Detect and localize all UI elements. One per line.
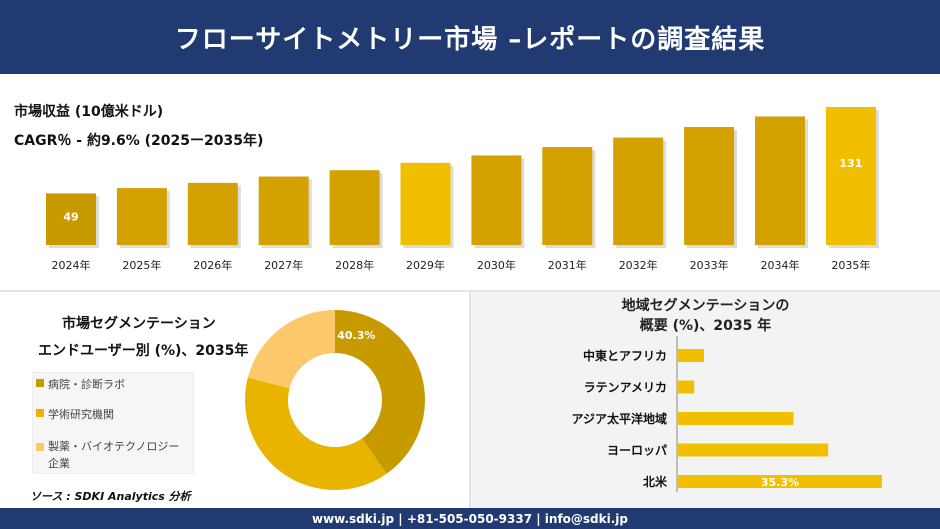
revenue-data-label: 131 [839,157,862,170]
regional-title: 地域セグメンテーションの 概要 (%)、2035 年 [471,296,940,336]
legend-swatch-hospitals [36,379,44,387]
report-header: フローサイトメトリー市場 –レポートの調査結果 [0,0,940,74]
region-data-label: 35.3% [761,476,799,489]
region-bar [678,443,829,457]
legend-item-academic: 学術研究機関 [36,406,114,422]
revenue-bar [755,116,805,245]
revenue-bar [613,137,664,245]
regional-segmentation-panel [471,292,940,508]
legend-label: 製薬・バイオテクノロジー企業 [48,440,180,470]
year-tick-label: 2027年 [264,258,303,272]
region-bar [678,475,882,488]
donut-data-label: 40.3% [337,329,375,342]
legend-swatch-pharma [36,443,44,451]
revenue-bar [258,176,309,245]
segmentation-title-line1: 市場セグメンテーション [62,316,216,332]
region-tick-label: ヨーロッパ [607,444,667,458]
donut-slice [247,310,335,389]
year-tick-label: 2026年 [193,258,232,272]
year-tick-label: 2025年 [122,258,161,272]
donut-legend [32,372,194,474]
year-tick-label: 2033年 [690,258,729,272]
region-tick-label: ラテンアメリカ [584,381,667,395]
year-tick-label: 2028年 [335,258,374,272]
year-tick-label: 2030年 [477,258,516,272]
region-tick-label: 中東とアフリカ [583,348,667,363]
year-tick-label: 2032年 [619,258,658,272]
legend-swatch-academic [36,409,44,417]
region-bar [678,380,695,394]
revenue-bar [471,155,522,245]
revenue-bar [684,127,735,245]
region-bar [678,412,794,425]
revenue-bar [116,188,167,245]
footer-contact: www.sdki.jp | +81-505-050-9337 | info@sd… [0,508,940,529]
revenue-bar [825,107,876,245]
year-tick-label: 2031年 [548,258,587,272]
regional-title-line1: 地域セグメンテーションの [621,298,790,314]
year-tick-label: 2024年 [52,258,91,272]
revenue-bar [329,170,380,245]
revenue-data-label: 49 [63,210,78,223]
region-tick-label: 北米 [643,474,668,489]
revenue-bar [46,193,96,245]
enduser-donut-chart: 40.3% [245,310,426,490]
legend-label: 病院・診断ラボ [48,378,125,391]
revenue-bar-chart: 2024年 49 2025年 2026年 2027年 2028年 2029年 2030年 203… [46,107,879,272]
legend-label: 学術研究機関 [48,408,114,421]
year-tick-label: 2035年 [831,258,870,272]
legend-item-pharma: 製薬・バイオテクノロジー企業 [36,438,186,472]
page-title: フローサイトメトリー市場 –レポートの調査結果 [174,24,766,55]
donut-slice [335,310,426,474]
legend-item-hospitals: 病院・診断ラボ [36,376,125,392]
year-tick-label: 2034年 [761,258,800,272]
section-divider [0,290,940,292]
region-bar [678,349,704,362]
region-tick-label: アジア太平洋地域 [571,411,667,426]
donut-slice [245,377,387,490]
revenue-label: 市場収益 (10億米ドル) [14,104,164,120]
revenue-bar [542,147,593,245]
cagr-label: CAGR％ - 約9.6% (2025ー2035年) [14,133,264,149]
panel-divider [469,292,471,508]
year-tick-label: 2029年 [406,258,445,272]
revenue-bar [400,162,451,245]
revenue-bar [187,182,238,245]
source-note: ソース : SDKI Analytics 分析 [30,490,191,503]
segmentation-title-line2: エンドユーザー別 (%)、2035年 [38,343,249,359]
regional-title-line2: 概要 (%)、2035 年 [639,318,772,334]
